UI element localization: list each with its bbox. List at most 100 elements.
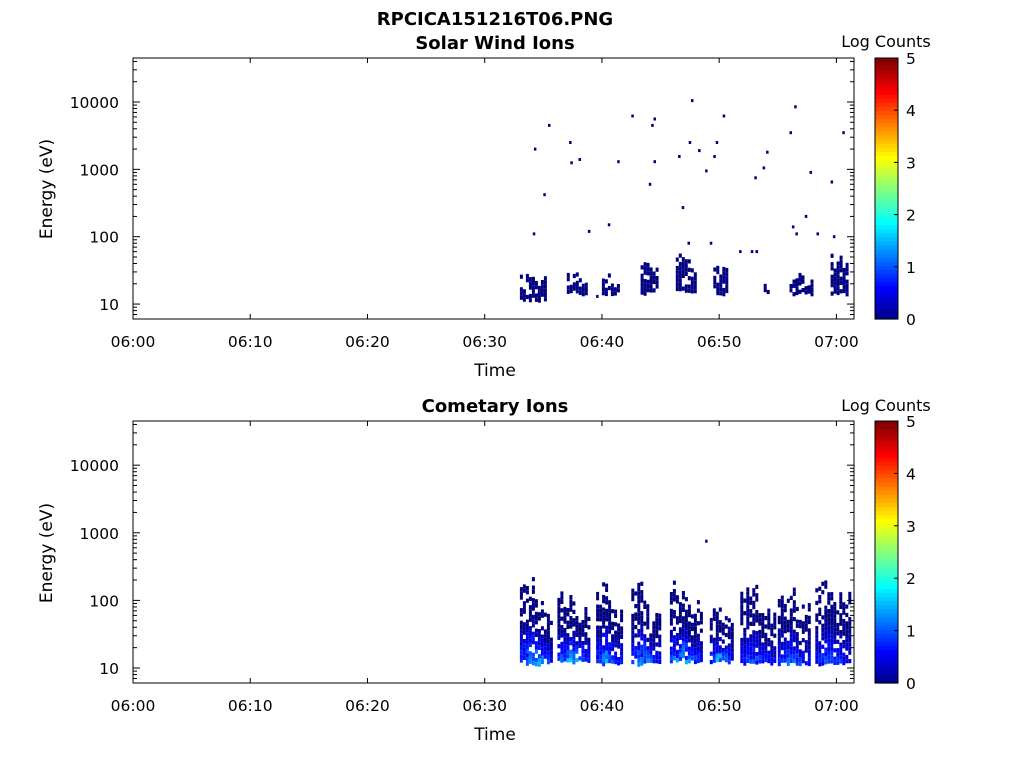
heatmap-cell (584, 653, 588, 658)
heatmap-cell (801, 650, 805, 655)
heatmap-cell (773, 625, 777, 630)
heatmap-cell (755, 635, 759, 640)
x-tick-label: 06:10 (228, 697, 273, 715)
heatmap-cell (534, 603, 538, 608)
colorbar-segment (875, 470, 898, 475)
heatmap-cell (605, 613, 609, 618)
heatmap-cell (740, 621, 744, 626)
heatmap-cell (572, 618, 576, 623)
heatmap-cell (669, 650, 673, 655)
heatmap-cell (584, 636, 588, 641)
heatmap-cell (824, 656, 828, 661)
heatmap-cell (646, 612, 650, 617)
heatmap-cell (833, 635, 837, 640)
heatmap-cell (575, 632, 579, 637)
heatmap-cell (578, 278, 582, 283)
colorbar-segment (875, 106, 898, 112)
heatmap-cell (767, 621, 771, 626)
heatmap-cell (587, 637, 591, 642)
heatmap-cell (758, 634, 762, 639)
heatmap-cell (752, 659, 756, 664)
heatmap-cell (584, 649, 588, 654)
heatmap-cell (602, 632, 606, 637)
heatmap-cell (560, 616, 564, 621)
heatmap-cell (818, 645, 822, 650)
heatmap-cell (839, 617, 843, 622)
heatmap-cell (755, 614, 759, 619)
heatmap-cell (572, 622, 576, 627)
heatmap-cell (767, 642, 771, 647)
heatmap-cell (572, 647, 576, 652)
colorbar-segment (875, 94, 898, 100)
heatmap-cell (640, 594, 644, 599)
heatmap-cell (575, 272, 579, 277)
colorbar-segment (875, 474, 898, 479)
heatmap-cell (522, 605, 526, 610)
heatmap-cell (684, 634, 688, 640)
colorbar-segment (875, 670, 898, 676)
heatmap-cell (531, 606, 535, 611)
heatmap-cell (528, 298, 532, 303)
heatmap-cell (540, 647, 544, 652)
heatmap-cell (599, 659, 603, 664)
heatmap-cell (581, 657, 585, 662)
colorbar-segment (875, 576, 898, 582)
heatmap-cell (540, 626, 544, 631)
heatmap-cell (672, 597, 676, 602)
heatmap-cell (658, 626, 662, 631)
heatmap-cell (818, 620, 822, 625)
heatmap-cell (620, 643, 624, 648)
heatmap-cell (649, 646, 653, 651)
heatmap-cell (827, 613, 831, 618)
colorbar-segment (875, 233, 898, 239)
heatmap-cell (681, 257, 685, 262)
heatmap-cell (643, 634, 647, 639)
heatmap-cell (569, 653, 573, 658)
heatmap-cell (715, 649, 719, 654)
heatmap-cell (596, 608, 600, 613)
heatmap-cell (767, 650, 771, 655)
heatmap-cell (807, 628, 811, 633)
heatmap-cell (557, 610, 561, 615)
heatmap-cell (537, 658, 541, 663)
heatmap-cell (675, 274, 679, 279)
heatmap-cell (833, 618, 837, 623)
heatmap-cell (669, 629, 673, 634)
heatmap-cell (519, 587, 523, 592)
heatmap-cell (833, 606, 837, 611)
colorbar-segment (875, 98, 898, 104)
heatmap-cell (795, 606, 799, 612)
heatmap-cell (824, 639, 828, 644)
heatmap-cell (804, 627, 808, 632)
colorbar-segment (875, 310, 898, 316)
heatmap-cell (617, 636, 621, 641)
heatmap-cell (801, 629, 805, 634)
heatmap-cell (716, 282, 720, 287)
heatmap-cell (640, 653, 644, 658)
heatmap-cell (584, 282, 588, 287)
heatmap-cell (572, 601, 576, 606)
heatmap-cell (608, 650, 612, 655)
heatmap-cell (616, 284, 620, 289)
heatmap-cell (807, 657, 811, 662)
burst-5 (675, 253, 697, 294)
heatmap-cell (746, 646, 750, 651)
heatmap-cell (761, 634, 765, 639)
heatmap-cell (525, 278, 529, 283)
heatmap-cell (537, 633, 541, 638)
heatmap-cell (560, 625, 564, 630)
heatmap-cell (777, 641, 781, 646)
heatmap-cell (824, 651, 828, 656)
heatmap-cell (848, 650, 852, 655)
heatmap-cell (587, 616, 591, 621)
heatmap-cell (678, 610, 682, 615)
heatmap-cell (640, 623, 644, 628)
heatmap-cell (546, 647, 550, 652)
heatmap-cell (669, 646, 673, 651)
heatmap-cell (848, 638, 852, 643)
heatmap-cell (569, 649, 573, 654)
heatmap-cell (563, 636, 567, 641)
heatmap-cell (546, 613, 550, 619)
heatmap-cell (631, 643, 635, 648)
heatmap-cell (727, 618, 731, 623)
